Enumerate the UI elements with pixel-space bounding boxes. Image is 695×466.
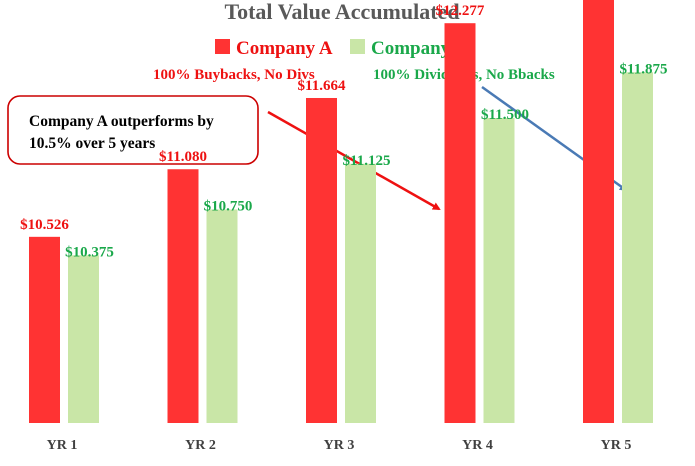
x-tick-label-2: YR 2: [185, 438, 216, 453]
callout-box: [7, 95, 259, 165]
callout: Company A outperforms by 10.5% over 5 ye…: [7, 95, 259, 165]
legend-swatch-company-a: [215, 39, 230, 54]
bars-layer: [29, 0, 653, 424]
x-tick-label-3: YR 3: [324, 438, 355, 453]
bar-series-b-1: [68, 255, 99, 423]
bar-series-a-2: [167, 169, 199, 423]
bar-series-a-5: [583, 0, 614, 423]
x-tick-label-5: YR 5: [601, 438, 632, 453]
data-label-series-a-2: $11.080: [159, 149, 207, 165]
data-label-series-b-1: $10.375: [65, 244, 114, 260]
callout-line-2: 10.5% over 5 years: [29, 135, 155, 152]
chart-title: Total Value Accumulated: [224, 0, 459, 24]
bar-series-a-3: [306, 97, 337, 423]
bar-series-b-3: [345, 163, 376, 423]
ticks-layer: YR 1 YR 2 YR 3 YR 4 YR 5: [47, 438, 632, 453]
x-tick-label-4: YR 4: [462, 438, 493, 453]
data-label-series-b-2: $10.750: [204, 199, 253, 215]
legend-label-company-a: Company A: [236, 38, 333, 59]
data-label-series-b-4: $11.500: [481, 107, 529, 123]
data-label-series-a-3: $11.664: [298, 78, 346, 94]
x-tick-label-1: YR 1: [47, 438, 78, 453]
series-a-subtitle: 100% Buybacks, No Divs: [153, 67, 315, 83]
data-label-series-a-1: $10.526: [20, 217, 69, 233]
bar-series-a-4: [444, 23, 476, 424]
bar-series-b-4: [483, 118, 515, 423]
legend-swatch-company-b: [350, 39, 365, 54]
labels-layer: $10.526 $10.375 $11.080 $10.750 $11.664 $11.1…: [20, 3, 668, 260]
data-label-series-a-4: $12.277: [436, 3, 485, 19]
legend-label-company-b: Company B: [371, 38, 468, 59]
bar-series-a-1: [29, 236, 60, 423]
bar-series-b-2: [206, 209, 238, 423]
arrow-red: [267, 110, 441, 211]
bar-series-b-5: [622, 72, 653, 423]
data-label-series-b-5: $11.875: [620, 61, 668, 77]
data-label-series-b-3: $11.125: [343, 153, 391, 169]
callout-line-1: Company A outperforms by: [29, 113, 214, 130]
